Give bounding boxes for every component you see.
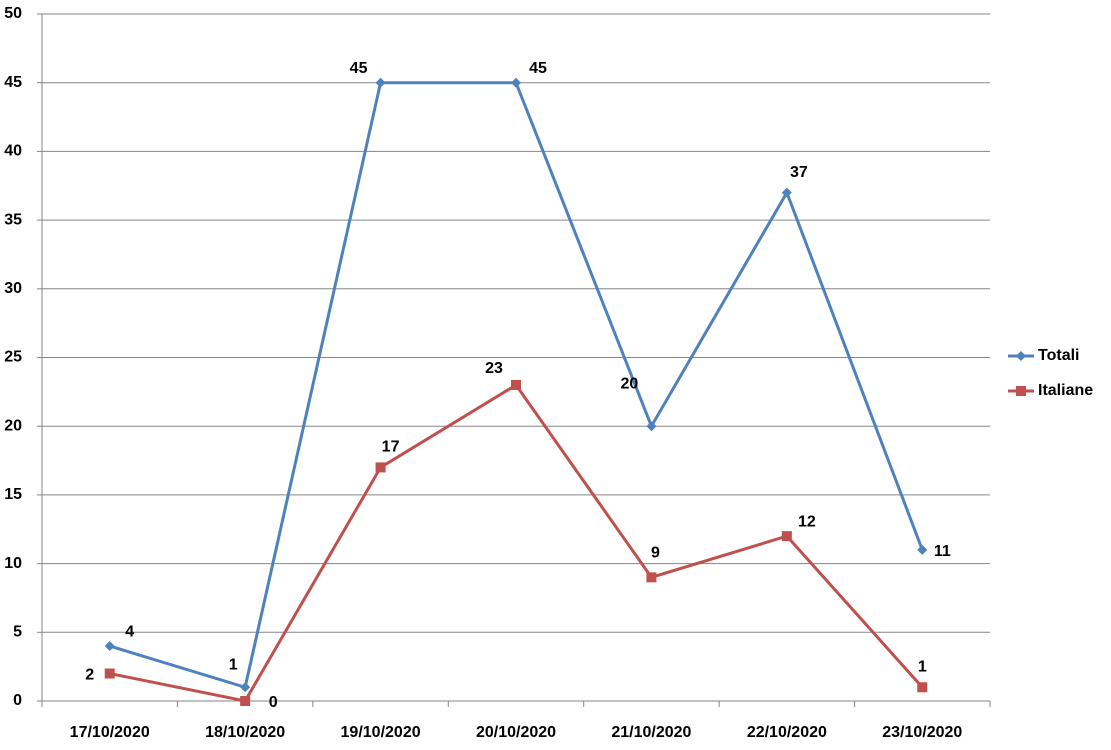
- y-tick-label: 45: [4, 74, 22, 91]
- y-tick-label: 25: [4, 349, 22, 366]
- x-tick-label: 22/10/2020: [747, 724, 827, 741]
- data-label: 0: [269, 694, 278, 711]
- data-point: [646, 421, 657, 432]
- y-tick-label: 20: [4, 417, 22, 434]
- data-point: [917, 544, 928, 555]
- data-point: [240, 682, 251, 693]
- data-point: [104, 641, 115, 652]
- x-tick-label: 18/10/2020: [205, 724, 285, 741]
- legend-label: Italiane: [1038, 382, 1093, 399]
- x-tick-label: 23/10/2020: [882, 724, 962, 741]
- y-tick-label: 10: [4, 555, 22, 572]
- data-label: 37: [790, 164, 808, 181]
- data-label: 23: [485, 360, 503, 377]
- data-point: [781, 531, 792, 542]
- data-label: 1: [229, 656, 238, 673]
- x-tick-label: 19/10/2020: [341, 724, 421, 741]
- data-point: [646, 572, 657, 583]
- data-label: 17: [382, 439, 400, 456]
- data-label: 20: [621, 375, 639, 392]
- data-label: 9: [651, 545, 660, 562]
- legend-label: Totali: [1038, 347, 1079, 364]
- data-label: 4: [125, 623, 134, 640]
- series-line: [109, 382, 924, 703]
- y-tick-label: 50: [4, 5, 22, 22]
- data-point: [511, 379, 521, 390]
- data-label: 45: [350, 60, 368, 77]
- data-point: [375, 462, 386, 473]
- data-point: [104, 668, 115, 679]
- y-tick-label: 5: [13, 624, 22, 641]
- x-tick-label: 21/10/2020: [611, 724, 691, 741]
- data-label: 11: [934, 543, 951, 560]
- legend-marker: [1016, 351, 1026, 361]
- data-label: 1: [918, 658, 927, 675]
- legend-marker: [1016, 386, 1026, 396]
- y-tick-label: 35: [4, 211, 22, 228]
- data-point: [917, 682, 928, 693]
- data-label: 45: [529, 60, 547, 77]
- data-label: 12: [798, 513, 816, 530]
- y-tick-label: 30: [4, 280, 22, 297]
- data-point: [240, 696, 251, 706]
- data-label: 2: [85, 667, 94, 684]
- data-point: [511, 77, 521, 88]
- x-tick-label: 17/10/2020: [70, 724, 150, 741]
- y-tick-label: 0: [13, 692, 22, 709]
- x-tick-label: 20/10/2020: [476, 724, 556, 741]
- data-point: [781, 187, 792, 198]
- y-tick-label: 15: [4, 486, 22, 503]
- y-tick-label: 40: [4, 143, 22, 160]
- data-point: [375, 77, 386, 88]
